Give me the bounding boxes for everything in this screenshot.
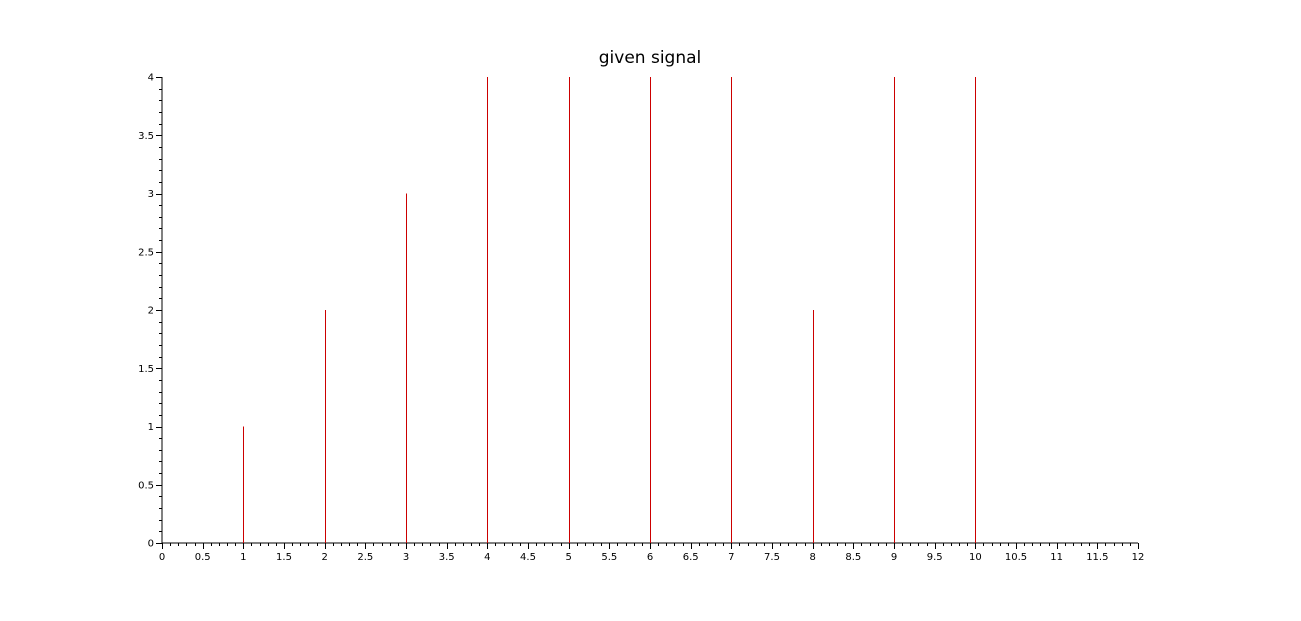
x-tick-label: 1 (240, 552, 246, 563)
x-tick-label: 8 (809, 552, 815, 563)
x-tick-label: 2 (321, 552, 327, 563)
x-tick-label: 4.5 (520, 552, 536, 563)
x-tick-label: 7.5 (764, 552, 780, 563)
x-tick-label: 0.5 (195, 552, 211, 563)
x-tick-label: 2.5 (357, 552, 373, 563)
y-tick-label: 1 (148, 422, 154, 433)
x-tick-label: 9.5 (927, 552, 943, 563)
y-tick-label: 3 (148, 189, 154, 200)
y-tick-label: 3.5 (138, 131, 154, 142)
x-tick-label: 5 (565, 552, 571, 563)
x-tick-label: 3.5 (439, 552, 455, 563)
y-axis-ticks: 0 0.5 1 1.5 2 2.5 3 3.5 4 (138, 73, 162, 550)
chart-title: given signal (599, 48, 702, 68)
stems (243, 77, 976, 543)
x-tick-label: 4 (484, 552, 490, 563)
x-tick-label: 9 (891, 552, 897, 563)
y-tick-label: 2.5 (138, 247, 154, 258)
y-tick-label: 0.5 (138, 480, 154, 491)
y-tick-label: 1.5 (138, 364, 154, 375)
x-tick-label: 6.5 (683, 552, 699, 563)
x-axis-ticks: 0 0.5 1 1.5 2 2.5 3 3.5 4 4.5 5 5.5 6 6.5 7 7.5 8 8.5 9 9.5… (159, 543, 1145, 563)
x-tick-label: 11.5 (1086, 552, 1108, 563)
x-tick-label: 10.5 (1005, 552, 1027, 563)
x-tick-label: 5.5 (601, 552, 617, 563)
x-tick-label: 6 (647, 552, 653, 563)
x-tick-label: 3 (403, 552, 409, 563)
x-tick-label: 10 (969, 552, 982, 563)
y-tick-label: 4 (148, 73, 154, 84)
x-tick-label: 8.5 (845, 552, 861, 563)
x-tick-label: 11 (1050, 552, 1063, 563)
x-tick-label: 12 (1132, 552, 1145, 563)
y-tick-label: 2 (148, 306, 154, 317)
x-tick-label: 7 (728, 552, 734, 563)
x-tick-label: 0 (159, 552, 165, 563)
y-tick-label: 0 (148, 539, 154, 550)
x-tick-label: 1.5 (276, 552, 292, 563)
